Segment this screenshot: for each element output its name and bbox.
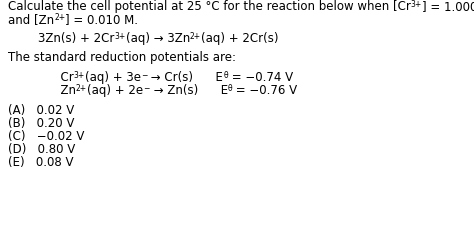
Text: = −0.74 V: = −0.74 V xyxy=(228,71,293,84)
Text: = −0.76 V: = −0.76 V xyxy=(232,84,298,97)
Text: −: − xyxy=(141,71,147,80)
Text: (aq) → 3Zn: (aq) → 3Zn xyxy=(126,32,190,45)
Text: (aq) + 3e: (aq) + 3e xyxy=(85,71,141,84)
Text: −: − xyxy=(143,84,150,93)
Text: ] = 1.000 M: ] = 1.000 M xyxy=(422,0,474,13)
Text: θ: θ xyxy=(223,71,228,80)
Text: → Cr(s)      E: → Cr(s) E xyxy=(147,71,223,84)
Text: (aq) + 2e: (aq) + 2e xyxy=(87,84,143,97)
Text: 2+: 2+ xyxy=(54,13,65,22)
Text: Cr: Cr xyxy=(8,71,74,84)
Text: Zn: Zn xyxy=(8,84,76,97)
Text: (aq) + 2Cr(s): (aq) + 2Cr(s) xyxy=(201,32,279,45)
Text: Calculate the cell potential at 25 °C for the reaction below when [Cr: Calculate the cell potential at 25 °C fo… xyxy=(8,0,411,13)
Text: 3Zn(s) + 2Cr: 3Zn(s) + 2Cr xyxy=(8,32,114,45)
Text: 3+: 3+ xyxy=(114,32,126,41)
Text: ] = 0.010 M.: ] = 0.010 M. xyxy=(65,13,138,26)
Text: 2+: 2+ xyxy=(190,32,201,41)
Text: (A)   0.02 V: (A) 0.02 V xyxy=(8,104,74,116)
Text: 3+: 3+ xyxy=(411,0,422,9)
Text: and [Zn: and [Zn xyxy=(8,13,54,26)
Text: → Zn(s)      E: → Zn(s) E xyxy=(150,84,228,97)
Text: The standard reduction potentials are:: The standard reduction potentials are: xyxy=(8,51,236,64)
Text: 2+: 2+ xyxy=(76,84,87,93)
Text: θ: θ xyxy=(228,84,232,93)
Text: (C)   −0.02 V: (C) −0.02 V xyxy=(8,130,84,142)
Text: 3+: 3+ xyxy=(74,71,85,80)
Text: (B)   0.20 V: (B) 0.20 V xyxy=(8,116,74,130)
Text: (D)   0.80 V: (D) 0.80 V xyxy=(8,142,75,155)
Text: (E)   0.08 V: (E) 0.08 V xyxy=(8,155,73,168)
